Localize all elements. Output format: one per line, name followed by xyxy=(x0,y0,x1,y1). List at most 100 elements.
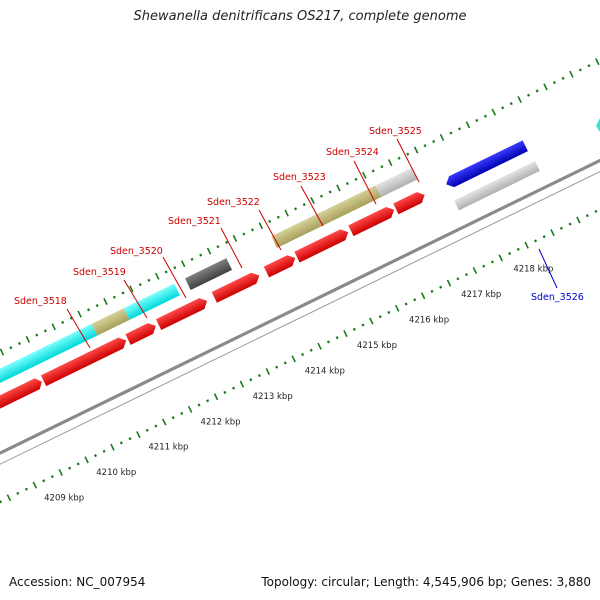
cog-bar-3523 xyxy=(325,185,382,222)
ruler-dot xyxy=(190,257,194,261)
map-title: Shewanella denitrificans OS217, complete… xyxy=(133,9,467,24)
ruler-major-tick xyxy=(32,481,38,489)
ruler-dot xyxy=(301,352,305,357)
ruler-major-tick xyxy=(213,393,219,401)
leader-line-3519 xyxy=(123,279,148,319)
ruler-dot xyxy=(378,315,382,319)
ruler-dot xyxy=(173,266,177,270)
ruler-major-tick xyxy=(491,108,497,116)
ruler-major-tick xyxy=(524,241,529,249)
edge-feature-marker xyxy=(596,118,600,132)
kbp-label: 4211 kbp xyxy=(148,443,188,453)
leader-line-3522 xyxy=(258,209,282,251)
ruler-major-tick xyxy=(387,159,393,167)
gene-arrow-3524b[interactable] xyxy=(348,204,396,237)
ruler-major-tick xyxy=(543,83,548,91)
ruler-major-tick xyxy=(51,323,56,331)
ruler-major-tick xyxy=(25,335,31,343)
ruler-dot xyxy=(475,118,479,123)
ruler-dot xyxy=(128,437,132,441)
ruler-dot xyxy=(93,453,97,458)
kbp-label-group: 4209 kbp 4210 kbp 4211 kbp 4212 kbp 4213… xyxy=(44,265,553,504)
ruler-dot xyxy=(50,474,54,479)
gene-label-3524: Sden_3524 xyxy=(326,147,379,158)
outer-ruler xyxy=(0,58,600,356)
ruler-dot xyxy=(439,285,443,289)
ruler-dot xyxy=(180,411,184,415)
ruler-dot xyxy=(86,308,91,312)
ruler-dot xyxy=(552,81,556,85)
ruler-major-tick xyxy=(343,330,348,338)
ruler-dot xyxy=(354,177,358,181)
gene-label-3522: Sden_3522 xyxy=(207,197,260,208)
ruler-dot xyxy=(345,182,349,186)
ruler-major-tick xyxy=(420,292,426,300)
ruler-dot xyxy=(145,428,149,432)
ruler-dot xyxy=(268,219,272,224)
kbp-label: 4209 kbp xyxy=(44,494,84,504)
leader-line-3524 xyxy=(353,160,377,205)
ruler-dot xyxy=(456,277,460,281)
ruler-dot xyxy=(335,336,339,340)
ruler-dot xyxy=(309,348,313,352)
gene-arrow-3521[interactable] xyxy=(155,296,210,330)
gene-arrow-3519[interactable] xyxy=(40,335,129,387)
ruler-dot xyxy=(464,272,469,277)
ruler-dot xyxy=(283,361,287,365)
ruler-major-tick xyxy=(336,184,341,192)
ruler-dot xyxy=(76,462,80,466)
gene-arrow-3523[interactable] xyxy=(263,253,298,278)
ruler-major-tick xyxy=(284,209,289,217)
ruler-dot xyxy=(197,403,201,407)
ruler-major-tick xyxy=(103,298,108,306)
leader-line-3523 xyxy=(300,185,324,227)
gene-arrow-3524[interactable] xyxy=(294,227,350,263)
gene-arrow-3522[interactable] xyxy=(211,270,262,303)
ruler-major-tick xyxy=(498,254,504,262)
cog-bar-3519 xyxy=(91,308,130,336)
ruler-dot xyxy=(42,479,46,483)
ruler-major-tick xyxy=(413,146,419,154)
ruler-dot xyxy=(43,329,47,333)
kbp-label: 4218 kbp xyxy=(513,265,553,275)
ruler-dot xyxy=(9,346,13,350)
ruler-major-tick xyxy=(258,222,264,230)
ruler-dot xyxy=(302,203,306,207)
gene-arrow-3525[interactable] xyxy=(393,189,427,215)
ruler-dot xyxy=(206,399,210,403)
ruler-major-tick xyxy=(232,234,238,242)
ruler-major-tick xyxy=(239,380,245,388)
cog-bar-3521 xyxy=(184,258,233,291)
ruler-dot xyxy=(578,68,582,72)
cog-bar-3520 xyxy=(123,283,180,320)
ruler-dot xyxy=(542,235,546,239)
ruler-major-tick xyxy=(291,355,296,363)
gene-arrow-3518[interactable] xyxy=(0,376,44,431)
ruler-major-tick xyxy=(569,70,574,78)
ruler-dot xyxy=(387,310,391,314)
ruler-dot xyxy=(404,302,408,306)
ruler-dot xyxy=(559,226,563,230)
ruler-dot xyxy=(257,373,261,378)
ruler-dot xyxy=(216,245,220,249)
ruler-dot xyxy=(509,102,513,106)
kbp-label: 4213 kbp xyxy=(253,392,293,402)
gene-arrow-3520[interactable] xyxy=(125,321,158,345)
genome-info-text: Topology: circular; Length: 4,545,906 bp… xyxy=(261,575,591,589)
gene-arrow-3526[interactable] xyxy=(444,140,528,189)
ruler-major-tick xyxy=(6,494,12,502)
ruler-dot xyxy=(423,144,427,148)
ruler-dot xyxy=(164,270,168,274)
ruler-major-tick xyxy=(317,342,322,350)
ruler-major-tick xyxy=(206,247,212,255)
ruler-dot xyxy=(413,298,417,302)
ruler-dot xyxy=(154,424,158,428)
ruler-major-tick xyxy=(155,272,160,280)
gene-label-3526: Sden_3526 xyxy=(531,292,584,303)
ruler-dot xyxy=(326,340,330,344)
ruler-dot xyxy=(68,466,72,470)
gene-label-3521: Sden_3521 xyxy=(168,216,221,227)
ruler-dot xyxy=(119,441,123,445)
ruler-dot xyxy=(352,327,356,331)
